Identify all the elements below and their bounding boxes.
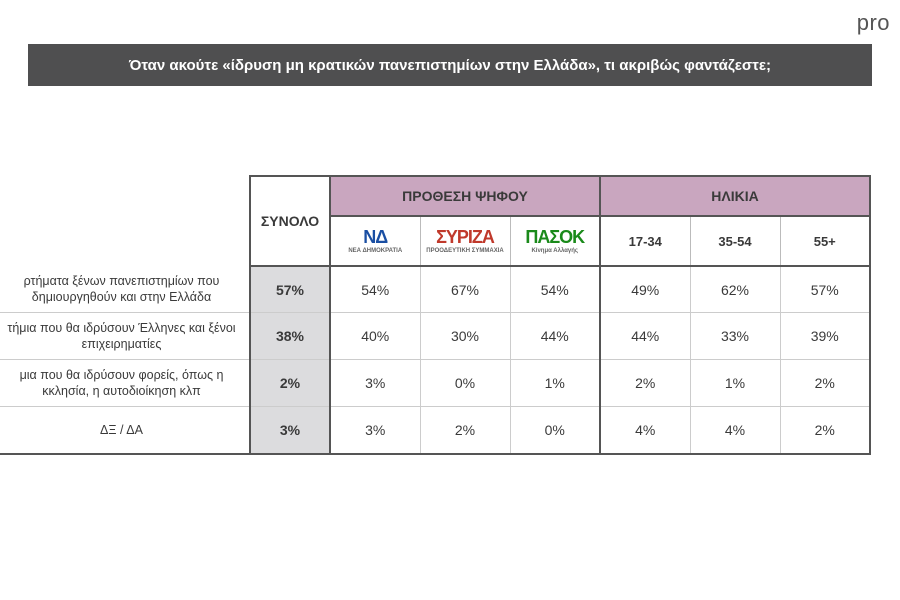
party-sub-syriza: ΠΡΟΟΔΕΥΤΙΚΗ ΣΥΜΜΑΧΙΑ (426, 248, 503, 254)
table-header-row-super: ΣΥΝΟΛΟ ΠΡΟΘΕΣΗ ΨΗΦΟΥ ΗΛΙΚΙΑ (0, 176, 870, 216)
cell: 30% (420, 313, 510, 360)
cell: 62% (690, 266, 780, 313)
cell: 44% (600, 313, 690, 360)
row-label: μια που θα ιδρύσουν φορείς, όπως η κκλησ… (0, 360, 250, 407)
cell: 3% (330, 360, 420, 407)
row-label: ρτήματα ξένων πανεπιστημίων που δημιουργ… (0, 266, 250, 313)
header-vote-intention: ΠΡΟΘΕΣΗ ΨΗΦΟΥ (330, 176, 600, 216)
question-title-band: Όταν ακούτε «ίδρυση μη κρατικών πανεπιστ… (28, 44, 872, 86)
party-sub-nd: ΝΕΑ ΔΗΜΟΚΡΑΤΙΑ (348, 248, 402, 254)
cell: 39% (780, 313, 870, 360)
party-logo-pasok: ΠΑΣΟΚ Κίνημα Αλλαγής (511, 217, 600, 265)
cell: 4% (600, 407, 690, 455)
header-age-2: 35-54 (690, 216, 780, 266)
header-age-1: 17-34 (600, 216, 690, 266)
header-party-syriza: ΣΥΡΙΖΑ ΠΡΟΟΔΕΥΤΙΚΗ ΣΥΜΜΑΧΙΑ (420, 216, 510, 266)
row-label: τήμια που θα ιδρύσουν Έλληνες και ξένοι … (0, 313, 250, 360)
cell: 0% (420, 360, 510, 407)
cell: 1% (690, 360, 780, 407)
party-mark-syriza: ΣΥΡΙΖΑ (436, 228, 494, 246)
age-label-3: 55+ (814, 234, 836, 249)
cell-total: 3% (250, 407, 330, 455)
header-total: ΣΥΝΟΛΟ (250, 176, 330, 266)
table-row: ρτήματα ξένων πανεπιστημίων που δημιουργ… (0, 266, 870, 313)
row-label: ΔΞ / ΔΑ (0, 407, 250, 455)
party-sub-pasok: Κίνημα Αλλαγής (531, 248, 578, 254)
age-label-2: 35-54 (718, 234, 751, 249)
cell: 2% (780, 360, 870, 407)
table-row: μια που θα ιδρύσουν φορείς, όπως η κκλησ… (0, 360, 870, 407)
cell: 0% (510, 407, 600, 455)
cell: 2% (600, 360, 690, 407)
cell: 33% (690, 313, 780, 360)
cell-total: 38% (250, 313, 330, 360)
cell: 4% (690, 407, 780, 455)
cell: 3% (330, 407, 420, 455)
cell: 49% (600, 266, 690, 313)
cell: 2% (780, 407, 870, 455)
header-party-nd: ΝΔ ΝΕΑ ΔΗΜΟΚΡΑΤΙΑ (330, 216, 420, 266)
header-age-3: 55+ (780, 216, 870, 266)
party-logo-nd: ΝΔ ΝΕΑ ΔΗΜΟΚΡΑΤΙΑ (331, 217, 420, 265)
party-logo-syriza: ΣΥΡΙΖΑ ΠΡΟΟΔΕΥΤΙΚΗ ΣΥΜΜΑΧΙΑ (421, 217, 510, 265)
brand-logo: pro (857, 10, 890, 36)
header-blank (0, 176, 250, 216)
party-mark-pasok: ΠΑΣΟΚ (525, 228, 584, 246)
cell: 44% (510, 313, 600, 360)
table-row: τήμια που θα ιδρύσουν Έλληνες και ξένοι … (0, 313, 870, 360)
cell: 54% (510, 266, 600, 313)
survey-table-container: ΣΥΝΟΛΟ ΠΡΟΘΕΣΗ ΨΗΦΟΥ ΗΛΙΚΙΑ ΝΔ ΝΕΑ ΔΗΜΟΚ… (0, 175, 870, 455)
survey-table: ΣΥΝΟΛΟ ΠΡΟΘΕΣΗ ΨΗΦΟΥ ΗΛΙΚΙΑ ΝΔ ΝΕΑ ΔΗΜΟΚ… (0, 175, 871, 455)
cell: 40% (330, 313, 420, 360)
age-label-1: 17-34 (629, 234, 662, 249)
cell: 1% (510, 360, 600, 407)
cell-total: 57% (250, 266, 330, 313)
header-age: ΗΛΙΚΙΑ (600, 176, 870, 216)
page: pro Όταν ακούτε «ίδρυση μη κρατικών πανε… (0, 0, 900, 600)
cell: 54% (330, 266, 420, 313)
cell: 2% (420, 407, 510, 455)
header-blank-2 (0, 216, 250, 266)
table-header-row-sub: ΝΔ ΝΕΑ ΔΗΜΟΚΡΑΤΙΑ ΣΥΡΙΖΑ ΠΡΟΟΔΕΥΤΙΚΗ ΣΥΜ… (0, 216, 870, 266)
cell-total: 2% (250, 360, 330, 407)
cell: 67% (420, 266, 510, 313)
table-row: ΔΞ / ΔΑ 3% 3% 2% 0% 4% 4% 2% (0, 407, 870, 455)
question-title-text: Όταν ακούτε «ίδρυση μη κρατικών πανεπιστ… (129, 57, 771, 74)
party-mark-nd: ΝΔ (363, 228, 387, 246)
header-party-pasok: ΠΑΣΟΚ Κίνημα Αλλαγής (510, 216, 600, 266)
cell: 57% (780, 266, 870, 313)
